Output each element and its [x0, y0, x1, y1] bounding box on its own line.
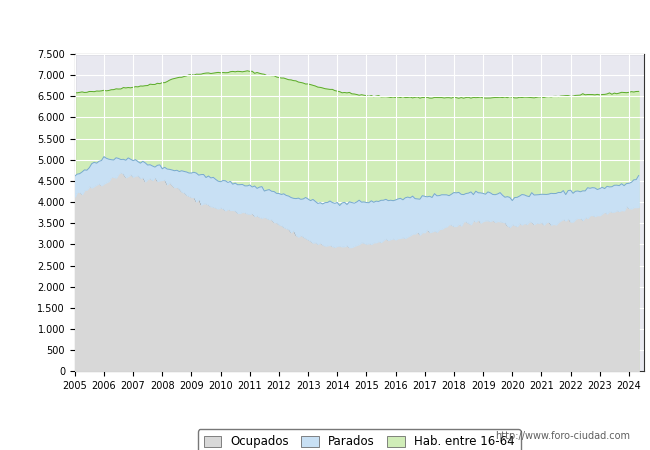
- Legend: Ocupados, Parados, Hab. entre 16-64: Ocupados, Parados, Hab. entre 16-64: [198, 429, 521, 450]
- Text: http://www.foro-ciudad.com: http://www.foro-ciudad.com: [495, 431, 630, 441]
- Text: Tarazona - Evolucion de la poblacion en edad de Trabajar Mayo de 2024: Tarazona - Evolucion de la poblacion en …: [91, 17, 571, 30]
